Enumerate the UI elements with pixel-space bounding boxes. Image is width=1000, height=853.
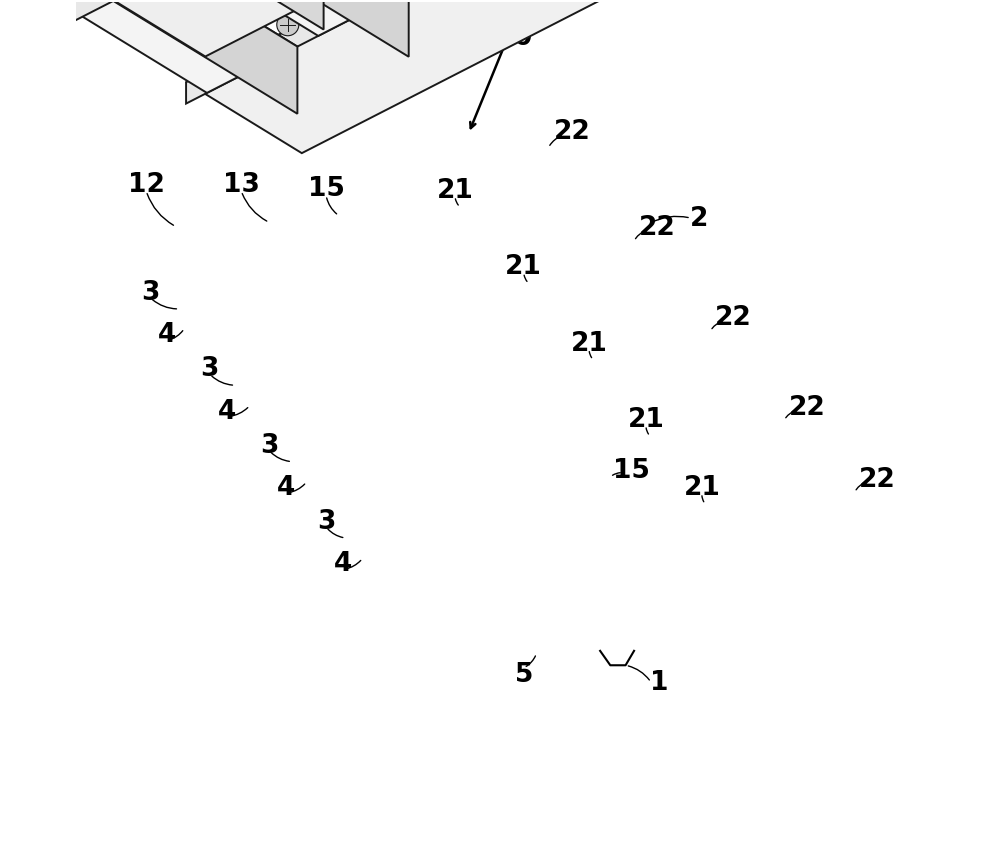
Text: 22: 22 xyxy=(639,214,675,241)
Text: 4: 4 xyxy=(158,322,177,348)
Text: 3: 3 xyxy=(260,432,278,458)
Text: 21: 21 xyxy=(683,474,720,501)
Polygon shape xyxy=(8,0,21,15)
Text: 13: 13 xyxy=(223,172,260,198)
Text: 3: 3 xyxy=(317,508,335,534)
Polygon shape xyxy=(134,0,409,37)
Polygon shape xyxy=(12,0,39,26)
Text: 22: 22 xyxy=(859,466,896,492)
Text: 12: 12 xyxy=(128,172,165,198)
Text: 22: 22 xyxy=(715,305,752,331)
Polygon shape xyxy=(23,0,297,94)
Text: 21: 21 xyxy=(505,254,542,280)
Text: 1: 1 xyxy=(650,670,669,695)
Polygon shape xyxy=(225,0,409,58)
Polygon shape xyxy=(186,0,963,154)
Text: 2: 2 xyxy=(690,206,709,232)
Text: 15: 15 xyxy=(613,457,650,484)
Circle shape xyxy=(277,15,299,37)
Text: 21: 21 xyxy=(627,407,664,432)
Text: 100: 100 xyxy=(477,26,532,51)
Polygon shape xyxy=(23,0,113,49)
Text: 4: 4 xyxy=(277,474,295,501)
Text: 3: 3 xyxy=(201,356,219,382)
Polygon shape xyxy=(58,0,324,57)
Text: 5: 5 xyxy=(515,661,533,687)
Text: 22: 22 xyxy=(554,119,590,144)
Text: 22: 22 xyxy=(789,395,826,421)
Polygon shape xyxy=(39,0,54,21)
Polygon shape xyxy=(176,0,324,31)
Text: 21: 21 xyxy=(571,330,608,357)
Text: 4: 4 xyxy=(218,398,236,424)
Text: 21: 21 xyxy=(437,178,473,204)
Polygon shape xyxy=(113,0,297,114)
Text: 15: 15 xyxy=(308,177,345,202)
Text: 4: 4 xyxy=(334,551,352,577)
Text: 3: 3 xyxy=(141,280,160,305)
Polygon shape xyxy=(186,0,847,104)
